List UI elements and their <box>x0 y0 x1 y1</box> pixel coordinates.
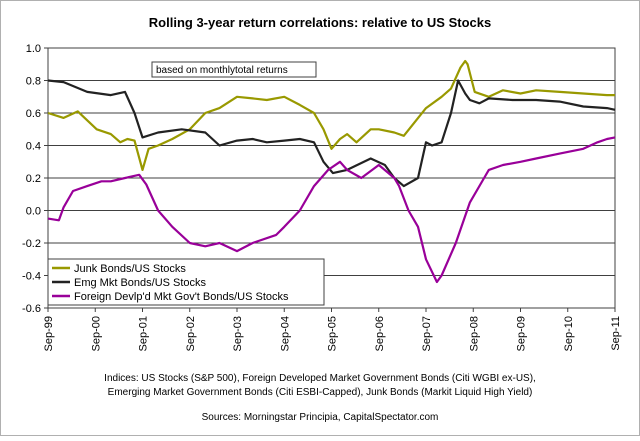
x-tick-label: Sep-01 <box>138 316 150 351</box>
legend-label-2: Emg Mkt Bonds/US Stocks <box>74 277 207 289</box>
x-tick-label: Sep-06 <box>374 316 386 351</box>
y-tick-label: 0.8 <box>26 76 41 88</box>
legend: Junk Bonds/US Stocks Emg Mkt Bonds/US Sto… <box>47 258 325 306</box>
footnote-line-2: Emerging Market Government Bonds (Citi E… <box>108 387 533 398</box>
y-tick-label: 0.6 <box>26 108 41 120</box>
y-tick-label: 1.0 <box>26 43 41 55</box>
x-tick-label: Sep-03 <box>232 316 244 351</box>
footnote-line-1: Indices: US Stocks (S&P 500), Foreign De… <box>104 373 536 384</box>
series-line-3 <box>47 136 616 284</box>
y-tick-label: -0.4 <box>22 271 41 283</box>
series-line-2 <box>47 79 616 188</box>
subtitle-text: based on monthlytotal returns <box>156 65 288 76</box>
x-tick-label: Sep-05 <box>327 316 339 351</box>
y-tick-label: 0.4 <box>26 141 41 153</box>
x-tick-label: Sep-09 <box>516 316 528 351</box>
x-tick-label: Sep-08 <box>468 316 480 351</box>
subtitle-box <box>151 61 317 78</box>
x-tick-label: Sep-11 <box>610 316 622 351</box>
y-tick-label: 0.2 <box>26 173 41 185</box>
series-lines <box>47 59 616 284</box>
y-tick-label: 0.0 <box>26 206 41 218</box>
x-axis: Sep-99 Sep-00 Sep-01 Sep-02 Sep-03 Sep-04 Sep-… <box>43 308 622 351</box>
chart-title: Rolling 3-year return correlations: rela… <box>149 15 491 30</box>
y-axis: 1.0 0.8 0.6 0.4 0.2 0.0 -0.2 -0.4 -0.6 <box>22 43 48 315</box>
y-tick-label: -0.6 <box>22 303 41 315</box>
x-tick-label: Sep-10 <box>563 316 575 351</box>
x-tick-label: Sep-04 <box>279 316 291 351</box>
legend-box <box>47 258 325 306</box>
x-tick-label: Sep-00 <box>90 316 102 351</box>
series-line-1 <box>47 59 615 171</box>
legend-label-1: Junk Bonds/US Stocks <box>74 263 186 275</box>
x-tick-label: Sep-99 <box>43 316 55 351</box>
y-tick-label: -0.2 <box>22 238 41 250</box>
sources-text: Sources: Morningstar Principia, CapitalS… <box>202 412 439 423</box>
x-tick-label: Sep-07 <box>421 316 433 351</box>
x-tick-label: Sep-02 <box>185 316 197 351</box>
legend-label-3: Foreign Devlp'd Mkt Gov't Bonds/US Stock… <box>74 291 289 303</box>
